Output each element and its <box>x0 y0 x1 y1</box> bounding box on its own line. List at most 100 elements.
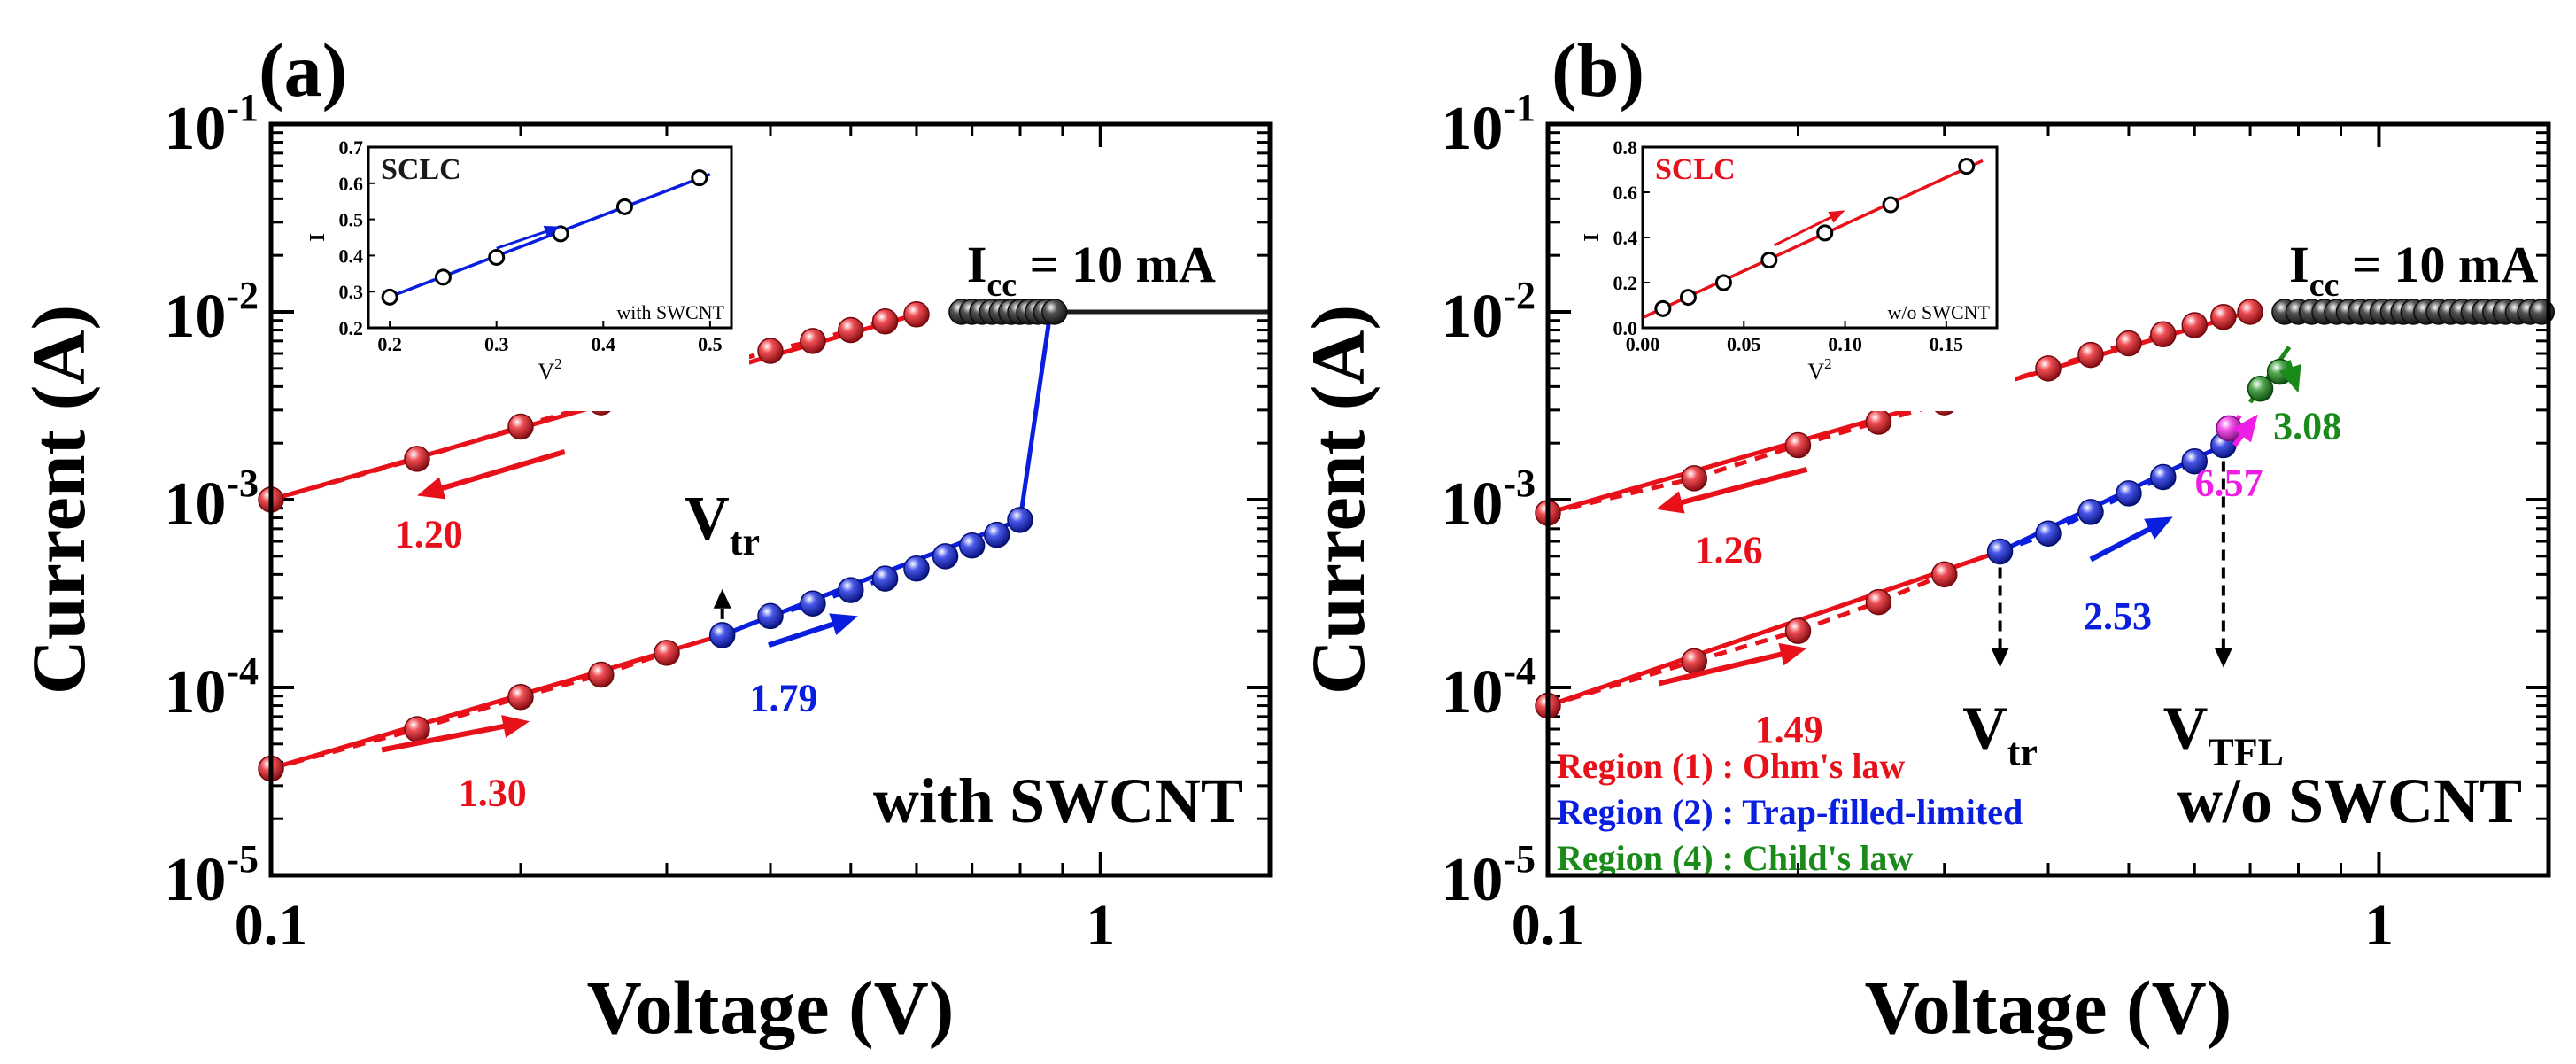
data-point <box>1007 507 1033 533</box>
inset-y-tick-label: 0.5 <box>339 209 364 231</box>
panel-label: (b) <box>1551 27 1644 113</box>
slope-label: 1.49 <box>1755 708 1823 751</box>
slope-arrow <box>437 449 566 493</box>
set-jump-line <box>1017 311 1053 521</box>
data-point <box>903 555 930 582</box>
region-legend-text: Region (4) : Child's law <box>1557 838 1913 878</box>
y-tick-label: 10-2 <box>164 274 259 351</box>
inset-data-point <box>488 248 506 266</box>
inset-title: SCLC <box>1655 153 1736 186</box>
inset-y-tick-label: 0.7 <box>339 136 364 159</box>
inset-data-point <box>1958 158 1976 175</box>
data-point <box>1681 648 1708 675</box>
inset-title: SCLC <box>381 153 461 186</box>
inset-data-point <box>1760 252 1778 268</box>
inset-data-point <box>1816 224 1834 242</box>
data-connector <box>1547 476 1695 516</box>
inset-data-point <box>1654 299 1672 317</box>
x-tick-label: 0.1 <box>235 893 308 958</box>
slope-arrow-head <box>829 613 858 636</box>
inset-data-point <box>381 288 398 306</box>
inset-x-tick-label: 0.00 <box>1626 333 1660 355</box>
data-connector <box>416 695 522 732</box>
slope-label: 3.08 <box>2273 405 2341 448</box>
data-connector <box>1797 419 1880 447</box>
inset-arrow <box>1773 214 1835 247</box>
slope-arrow-head <box>2232 414 2258 443</box>
slope-label: 1.20 <box>395 512 463 555</box>
data-point <box>1681 465 1708 492</box>
y-tick-label: 10-4 <box>1441 649 1536 726</box>
data-point <box>2210 303 2237 330</box>
inset-data-point <box>1882 196 1899 214</box>
inset-data-point <box>434 268 452 286</box>
inset-y-tick-label: 0.6 <box>1613 182 1638 204</box>
slope-arrow-head <box>2144 516 2173 540</box>
inset-data-point <box>691 169 708 187</box>
data-connector <box>416 424 522 462</box>
region-legend-text: Region (1) : Ohm's law <box>1557 746 1905 786</box>
vmarker-label: VTFL <box>2163 695 2284 774</box>
slope-arrow <box>768 619 839 648</box>
inset-y-tick-label: 0.2 <box>1613 272 1638 294</box>
data-point <box>800 590 826 617</box>
data-point <box>507 683 534 711</box>
data-point <box>983 521 1010 548</box>
inset-x-tick-label: 0.4 <box>592 333 616 355</box>
data-point <box>903 301 930 328</box>
slope-arrow <box>1658 650 1787 687</box>
data-connector <box>1797 600 1880 633</box>
x-axis-label: Voltage (V) <box>587 965 955 1050</box>
data-point <box>2150 321 2177 348</box>
slope-arrow-head <box>416 477 446 500</box>
slope-arrow-head <box>1656 491 1685 514</box>
x-axis-label: Voltage (V) <box>1865 965 2232 1050</box>
slope-arrow-head <box>501 715 530 738</box>
data-point <box>2077 499 2104 525</box>
y-tick-label: 10-3 <box>1441 462 1536 539</box>
data-point <box>871 307 899 335</box>
data-point <box>2035 520 2062 548</box>
x-tick-label: 0.1 <box>1512 893 1585 958</box>
y-axis-label: Current (A) <box>16 305 101 695</box>
inset-arrow-head <box>543 225 561 238</box>
data-point <box>1986 538 2014 565</box>
y-tick-label: 10-1 <box>1441 86 1536 163</box>
y-tick-label: 10-4 <box>164 649 259 726</box>
fit-line <box>1547 549 2001 708</box>
data-point <box>838 316 864 344</box>
vmarker-arrow-head <box>2214 648 2232 668</box>
data-point <box>404 446 430 472</box>
inset-x-tick-label: 0.3 <box>484 333 509 355</box>
inset-y-tick-label: 0.6 <box>339 173 364 195</box>
data-point <box>2035 355 2062 382</box>
data-connector <box>270 726 418 771</box>
data-point <box>708 622 736 648</box>
slope-arrow-head <box>2278 363 2301 393</box>
data-point <box>2150 463 2177 491</box>
inset-note: w/o SWCNT <box>1888 301 1991 323</box>
inset-y-tick-label: 0.2 <box>339 317 364 339</box>
x-tick-label: 1 <box>2364 893 2394 958</box>
slope-label: 6.57 <box>2195 462 2263 505</box>
data-point <box>654 640 680 666</box>
vmarker-label: Vtr <box>1962 695 2038 774</box>
inset-plot: 0.00 0.05 0.10 0.15 0.0 0.2 0.4 0.6 0.8 SCLC w/o S… <box>1581 136 2015 411</box>
data-connector <box>270 456 418 502</box>
data-point <box>1865 588 1892 616</box>
y-tick-label: 10-1 <box>164 86 259 163</box>
inset-y-tick-label: 0.3 <box>339 281 364 303</box>
data-point <box>404 716 430 742</box>
plot-frame <box>1545 121 2551 878</box>
data-point <box>1784 617 1812 644</box>
data-point <box>2181 447 2209 475</box>
data-point <box>507 413 534 440</box>
compliance-label: Icc = 10 mA <box>967 236 1216 304</box>
data-point <box>932 543 959 570</box>
inset-y-tick-label: 0.0 <box>1613 317 1638 339</box>
inset-data-point <box>1714 274 1732 291</box>
plot-frame <box>268 121 1273 878</box>
inset-y-tick-label: 0.4 <box>1613 227 1638 249</box>
inset-data-point <box>615 198 633 215</box>
